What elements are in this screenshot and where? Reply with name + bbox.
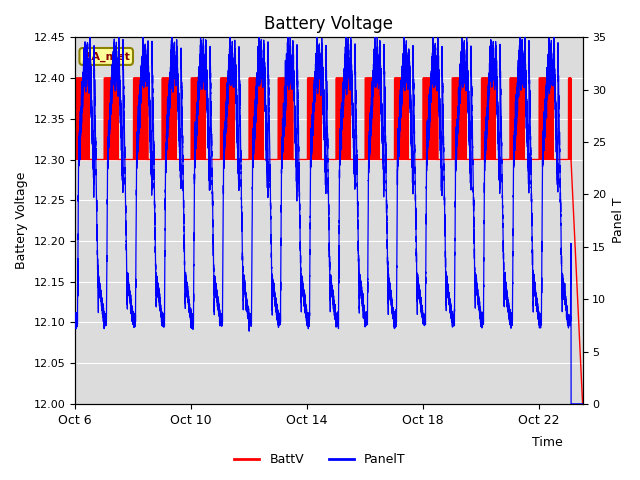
Text: BA_met: BA_met: [83, 51, 130, 61]
Y-axis label: Battery Voltage: Battery Voltage: [15, 172, 28, 269]
Legend: BattV, PanelT: BattV, PanelT: [229, 448, 411, 471]
Y-axis label: Panel T: Panel T: [612, 198, 625, 243]
Text: Time: Time: [532, 436, 563, 449]
Title: Battery Voltage: Battery Voltage: [264, 15, 394, 33]
